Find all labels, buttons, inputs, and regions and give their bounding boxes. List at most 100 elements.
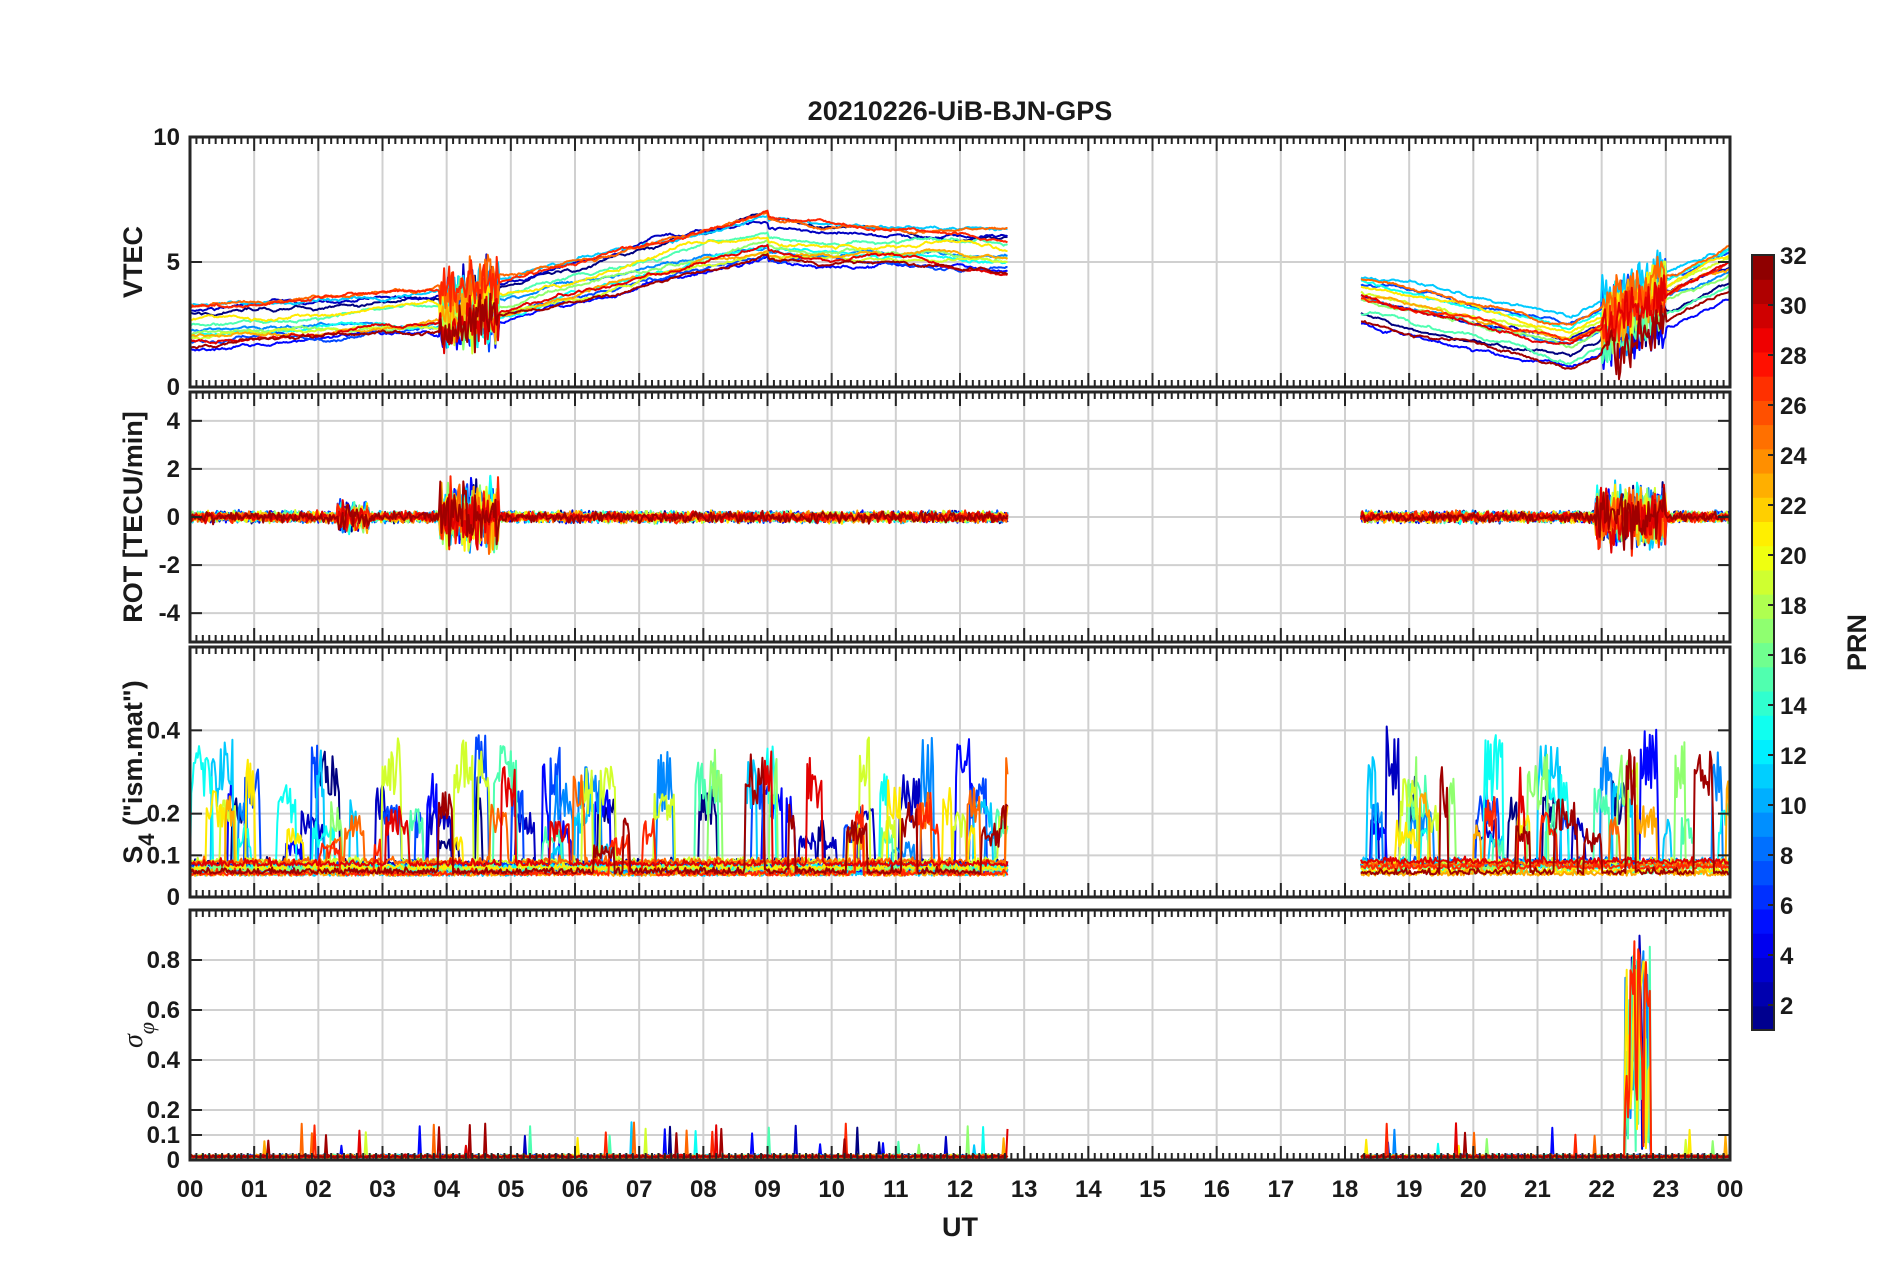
y-tick-label: 4 [167,408,181,435]
series-line-prn-9 [1360,950,1730,1159]
x-tick-label: 00 [177,1176,204,1203]
x-tick-label: 13 [1011,1176,1038,1203]
colorbar-segment [1752,739,1774,765]
x-tick-label: 19 [1396,1176,1423,1203]
colorbar-segment [1752,763,1774,789]
series-line-prn-15 [190,231,1008,328]
colorbar-tick-label: 18 [1780,593,1807,620]
colorbar-tick-label: 30 [1780,293,1807,320]
series-group [190,209,1730,381]
y-tick-label: 0.8 [147,947,180,974]
x-tick-label: 12 [947,1176,974,1203]
series-line-prn-27 [1360,940,1730,1159]
series-group [190,474,1730,557]
series-line-prn-15 [1360,945,1730,1159]
x-tick-label: 21 [1524,1176,1551,1203]
series-line-prn-13 [190,245,1008,349]
y-tick-label: 0.6 [147,997,180,1024]
colorbar-segment [1752,569,1774,595]
series-line-prn-13 [190,474,1008,546]
y-axis-label: σφ [118,1022,159,1048]
y-tick-label: 0.2 [147,801,180,828]
y-tick-label: 10 [153,124,180,151]
series-line-prn-3 [1360,934,1730,1159]
x-tick-label: 16 [1203,1176,1230,1203]
colorbar-tick-label: 12 [1780,743,1807,770]
y-axis-label: S4 ("ism.mat") [118,680,159,863]
series-line-prn-9 [1360,270,1730,358]
colorbar-tick-label: 28 [1780,343,1807,370]
colorbar-segment [1752,424,1774,450]
colorbar-segment [1752,836,1774,862]
colorbar-tick-label: 2 [1780,993,1793,1020]
series-line-prn-23 [1360,780,1730,877]
colorbar-segment [1752,618,1774,644]
colorbar-segment [1752,690,1774,716]
x-tick-label: 06 [562,1176,589,1203]
x-tick-label: 14 [1075,1176,1102,1203]
x-tick-label: 00 [1717,1176,1744,1203]
series-line-prn-25 [1360,244,1730,326]
colorbar-tick-label: 24 [1780,443,1807,470]
colorbar-segment [1752,400,1774,426]
y-tick-label: 5 [167,249,180,276]
colorbar-segment [1752,376,1774,401]
x-tick-label: 07 [626,1176,653,1203]
series-line-prn-21 [190,758,1009,871]
chart-title: 20210226-UiB-BJN-GPS [808,96,1113,126]
y-tick-label: 0.4 [147,1047,181,1074]
series-line-prn-9 [190,245,1008,349]
series-line-prn-21 [1360,254,1730,338]
colorbar-segment [1752,472,1774,498]
colorbar-segment [1752,497,1774,523]
colorbar-segment [1752,521,1774,547]
grid [190,137,1730,387]
colorbar-segment [1752,594,1774,619]
series-line-prn-31 [190,480,1009,547]
y-tick-label: 0.2 [147,1097,180,1124]
y-tick-label: -4 [159,600,181,627]
series-line-prn-29 [1360,766,1730,865]
colorbar-tick-label: 22 [1780,493,1807,520]
series-line-prn-31 [190,1122,1008,1159]
x-tick-label: 09 [754,1176,781,1203]
x-tick-label: 11 [883,1176,908,1203]
s4-panel: 0 0.1 0.2 0.4S4 ("ism.mat") [118,645,1732,911]
x-tick-label: 10 [818,1176,845,1203]
colorbar-tick-label: 6 [1780,893,1793,920]
y-tick-label: 0 [167,1147,180,1174]
colorbar-segment [1752,787,1774,813]
colorbar-tick-label: 16 [1780,643,1807,670]
grid [190,910,1730,1160]
y-tick-label: 0.1 [147,842,180,869]
colorbar-segment [1752,279,1774,305]
colorbar-segment [1752,957,1774,983]
series-line-prn-21 [190,236,1008,328]
series-line-prn-13 [1360,248,1730,331]
x-tick-label: 20 [1460,1176,1487,1203]
colorbar-segment [1752,884,1774,910]
series-line-prn-27 [190,792,1009,877]
colorbar-segment [1752,908,1774,934]
series-line-prn-11 [190,214,1008,323]
series-line-prn-29 [1360,1122,1730,1159]
series-line-prn-23 [1360,267,1730,349]
series-line-prn-5 [1360,298,1730,370]
series-group [190,725,1730,877]
sigma-phi-panel: 00.10.2 0.4 0.6 0.8 σφ [118,908,1732,1174]
y-tick-label: 0.1 [147,1122,180,1149]
colorbar-segment [1752,545,1774,571]
x-tick-label: 03 [369,1176,396,1203]
series-line-prn-29 [1360,260,1730,351]
x-tick-label: 18 [1332,1176,1359,1203]
series-line-prn-15 [1360,285,1730,366]
y-tick-label: 0 [167,374,180,401]
colorbar-label: PRN [1842,614,1872,671]
series-line-prn-31 [190,753,1009,875]
y-tick-label: 2 [167,456,180,483]
colorbar-segment [1752,303,1774,329]
colorbar-segment [1752,255,1774,280]
colorbar-segment [1752,981,1774,1007]
